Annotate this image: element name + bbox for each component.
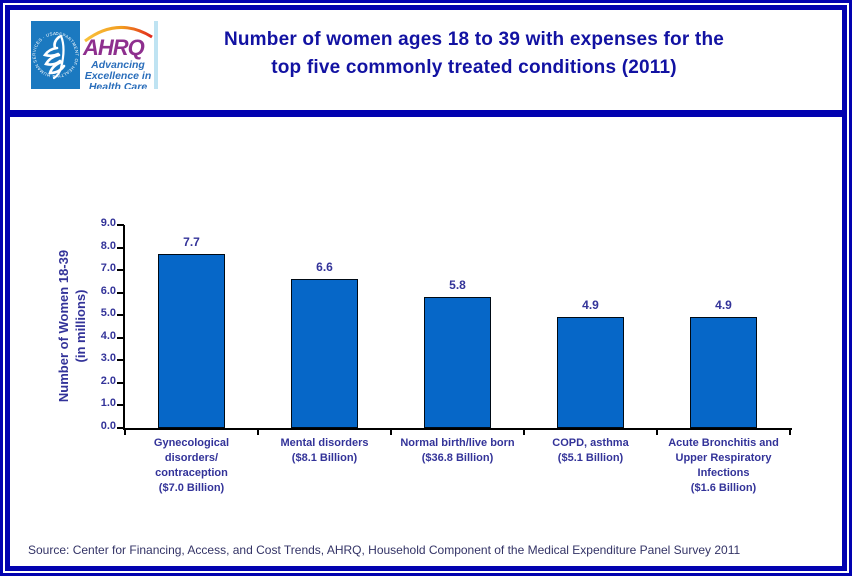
y-tick-mark: [117, 246, 124, 249]
y-tick-label: 7.0: [100, 262, 116, 275]
category-label-line: Gynecological: [153, 437, 230, 449]
y-tick-mark: [117, 224, 124, 226]
header-separator-rule: [10, 110, 842, 117]
x-tick-mark: [656, 428, 658, 435]
y-axis-line: [123, 225, 125, 430]
y-axis-title-line-1: Number of Women 18-39: [56, 249, 71, 403]
category-label-line: Acute Bronchitis and: [668, 437, 779, 449]
category-label-line: COPD, asthma: [552, 437, 629, 449]
category-label-line: ($5.1 Billion): [557, 452, 624, 464]
hhs-eagle-icon: [42, 34, 66, 80]
bar-3: [424, 297, 491, 428]
category-label: COPD, asthma ($5.1 Billion): [524, 436, 657, 466]
category-label-line: disorders/: [164, 452, 219, 464]
y-tick-label: 8.0: [100, 239, 116, 252]
y-tick-mark: [117, 381, 124, 384]
y-tick-mark: [117, 269, 124, 272]
bar-value-label: 4.9: [715, 298, 732, 312]
category-label: Gynecological disorders/contraception ($7.…: [125, 436, 258, 496]
x-axis-line: [123, 428, 792, 430]
ahrq-tagline-line-3: Health Care: [89, 81, 148, 89]
x-tick-mark: [789, 428, 791, 435]
bar-5: [690, 317, 757, 428]
category-label-line: contraception: [155, 467, 228, 479]
ahrq-arc-icon: [84, 25, 153, 43]
bar-value-label: 6.6: [316, 260, 333, 274]
ahrq-tagline-line-2: Excellence in: [85, 70, 152, 82]
y-tick-mark: [117, 359, 124, 362]
slide-title: Number of women ages 18 to 39 with expen…: [168, 26, 780, 82]
category-label-line: Normal birth/live born: [400, 437, 515, 449]
category-label-line: Mental disorders: [280, 437, 369, 449]
bar-2: [291, 279, 358, 428]
y-tick-label: 3.0: [100, 352, 116, 365]
y-tick-label: 4.0: [100, 329, 116, 342]
ahrq-hhs-logo: DEPARTMENT OF HEALTH & HUMAN SERVICES · …: [31, 21, 158, 89]
y-tick-mark: [117, 336, 124, 339]
x-tick-mark: [523, 428, 525, 435]
bar-1: [158, 254, 225, 428]
ahrq-tagline: Advancing Excellence in Health Care: [85, 59, 152, 89]
ahrq-wordmark: AHRQ: [82, 35, 145, 60]
y-axis-title-line-2: (in millions): [73, 289, 88, 363]
y-tick-mark: [117, 314, 124, 317]
slide-title-line-1: Number of women ages 18 to 39 with expen…: [223, 29, 725, 50]
x-tick-mark: [124, 428, 126, 435]
source-note: Source: Center for Financing, Access, an…: [28, 543, 741, 557]
y-tick-mark: [117, 404, 124, 407]
y-tick-mark: [117, 291, 124, 294]
category-label: Acute Bronchitis and Upper Respiratory Inf…: [657, 436, 790, 496]
category-label-line: ($7.0 Billion): [158, 482, 225, 494]
category-label-line: ($8.1 Billion): [291, 452, 358, 464]
y-tick-label: 1.0: [100, 397, 116, 410]
category-label-line: Infections: [697, 467, 750, 479]
x-tick-mark: [257, 428, 259, 435]
ahrq-logo-icon: AHRQ Advancing Excellence in Health Care: [80, 21, 158, 89]
category-label-line: ($36.8 Billion): [421, 452, 494, 464]
y-tick-mark: [117, 427, 124, 429]
bar-value-label: 4.9: [582, 298, 599, 312]
y-tick-label: 0.0: [100, 420, 116, 432]
category-label: Mental disorders ($8.1 Billion): [258, 436, 391, 466]
category-label-line: Upper Respiratory: [675, 452, 772, 464]
category-label: Normal birth/live born ($36.8 Billion): [391, 436, 524, 466]
y-tick-label: 9.0: [100, 217, 116, 229]
y-tick-label: 6.0: [100, 284, 116, 297]
ahrq-tagline-line-1: Advancing: [90, 59, 145, 71]
bar-value-label: 7.7: [183, 235, 200, 249]
hhs-seal-icon: DEPARTMENT OF HEALTH & HUMAN SERVICES · …: [31, 21, 80, 89]
slide-title-line-2: top five commonly treated conditions (20…: [271, 57, 677, 78]
x-tick-mark: [390, 428, 392, 435]
bar-value-label: 5.8: [449, 278, 466, 292]
ahrq-logo-edge: [154, 21, 158, 89]
bar-4: [557, 317, 624, 428]
y-tick-label: 5.0: [100, 307, 116, 320]
category-label-line: ($1.6 Billion): [690, 482, 757, 494]
y-tick-label: 2.0: [100, 374, 116, 387]
